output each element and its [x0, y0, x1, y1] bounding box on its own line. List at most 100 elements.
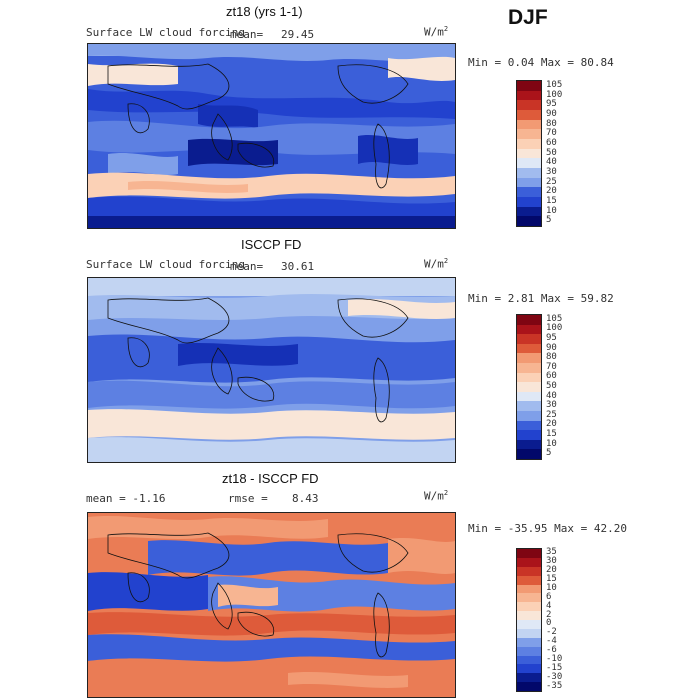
colorbar-swatch: [517, 216, 541, 226]
panel3-title: zt18 - ISCCP FD: [222, 471, 319, 486]
colorbar-swatch: [517, 81, 541, 91]
colorbar-swatch: [517, 109, 541, 120]
colorbar-swatch: [517, 611, 541, 620]
colorbar-swatch: [517, 372, 541, 383]
colorbar-swatch: [517, 315, 541, 325]
colorbar-tick-label: 70: [546, 361, 557, 372]
colorbar-swatch: [517, 90, 541, 101]
colorbar-tick-label: 40: [546, 157, 557, 168]
colorbar-tick-label: 30: [546, 556, 557, 567]
panel2-mean-label: mean=: [230, 260, 264, 273]
colorbar-tick-label: 90: [546, 342, 557, 353]
panel1-map: [87, 43, 456, 229]
panel3-colorbar: [516, 548, 542, 692]
colorbar-swatch: [517, 646, 541, 656]
colorbar-swatch: [517, 382, 541, 392]
colorbar-tick-label: -15: [546, 662, 563, 673]
panel1-map-field: [88, 44, 455, 228]
colorbar-swatch: [517, 637, 541, 647]
colorbar-swatch: [517, 439, 541, 450]
panel2-title: ISCCP FD: [241, 237, 302, 252]
colorbar-tick-label: 15: [546, 195, 557, 206]
colorbar-tick-label: 80: [546, 118, 557, 129]
colorbar-swatch: [517, 420, 541, 431]
panel1-subtitle: Surface LW cloud forcing: [86, 26, 245, 39]
colorbar-swatch: [517, 602, 541, 612]
colorbar-tick-label: 35: [546, 547, 557, 558]
colorbar-tick-label: 50: [546, 147, 557, 158]
colorbar-swatch: [517, 343, 541, 354]
colorbar-tick-label: 6: [546, 591, 552, 602]
panel1-colorbar: [516, 80, 542, 227]
panel1-unit: W/m2: [424, 25, 449, 39]
colorbar-tick-label: 15: [546, 429, 557, 439]
colorbar-tick-label: 100: [546, 323, 563, 334]
panel2-minmax: Min = 2.81 Max = 59.82: [468, 292, 614, 305]
colorbar-tick-label: 20: [546, 565, 557, 576]
colorbar-tick-label: -6: [546, 645, 557, 656]
colorbar-swatch: [517, 334, 541, 344]
colorbar-tick-label: 30: [546, 166, 557, 177]
panel2-unit: W/m2: [424, 257, 449, 271]
panel3-map: [87, 512, 456, 698]
colorbar-tick-label: 25: [546, 409, 557, 420]
colorbar-tick-label: 20: [546, 186, 557, 197]
colorbar-swatch: [517, 593, 541, 603]
panel2-map-field: [88, 278, 455, 462]
colorbar-swatch: [517, 196, 541, 207]
panel1-minmax: Min = 0.04 Max = 80.84: [468, 56, 614, 69]
colorbar-tick-label: 90: [546, 108, 557, 119]
colorbar-swatch: [517, 664, 541, 674]
panel3-subtitle: mean = -1.16: [86, 492, 166, 505]
panel1-title: zt18 (yrs 1-1): [226, 4, 303, 19]
colorbar-swatch: [517, 353, 541, 363]
colorbar-swatch: [517, 557, 541, 567]
colorbar-swatch: [517, 682, 541, 691]
panel1-mean-label: mean=: [230, 28, 264, 41]
colorbar-tick-label: 2: [546, 609, 552, 620]
colorbar-tick-label: 100: [546, 89, 563, 100]
colorbar-tick-label: 10: [546, 205, 557, 216]
panel3-minmax: Min = -35.95 Max = 42.20: [468, 522, 627, 535]
panel3-unit: W/m2: [424, 489, 449, 503]
colorbar-swatch: [517, 391, 541, 402]
colorbar-tick-label: 0: [546, 618, 552, 629]
colorbar-tick-label: 105: [546, 313, 563, 324]
season-label: DJF: [508, 6, 548, 29]
colorbar-swatch: [517, 158, 541, 168]
panel2-map: [87, 277, 456, 463]
colorbar-tick-label: 5: [546, 215, 552, 226]
colorbar-swatch: [517, 401, 541, 411]
colorbar-tick-label: 5: [546, 448, 552, 459]
panel3-map-field: [88, 513, 455, 697]
panel3-rmse-label: rmse =: [228, 492, 268, 505]
panel1-mean-value: 29.45: [281, 28, 315, 41]
colorbar-tick-label: 95: [546, 333, 557, 343]
colorbar-swatch: [517, 549, 541, 558]
colorbar-tick-label: 95: [546, 99, 557, 110]
colorbar-swatch: [517, 655, 541, 665]
colorbar-swatch: [517, 575, 541, 585]
colorbar-tick-label: 25: [546, 176, 557, 187]
colorbar-swatch: [517, 324, 541, 335]
colorbar-tick-label: 80: [546, 352, 557, 363]
colorbar-tick-label: 4: [546, 600, 552, 611]
colorbar-tick-label: -10: [546, 653, 563, 664]
colorbar-swatch: [517, 362, 541, 373]
colorbar-swatch: [517, 620, 541, 629]
colorbar-swatch: [517, 430, 541, 440]
colorbar-swatch: [517, 449, 541, 459]
colorbar-swatch: [517, 410, 541, 421]
colorbar-tick-label: 105: [546, 79, 563, 90]
colorbar-swatch: [517, 129, 541, 139]
colorbar-tick-label: 20: [546, 419, 557, 430]
colorbar-swatch: [517, 673, 541, 683]
colorbar-swatch: [517, 138, 541, 149]
colorbar-tick-label: 30: [546, 400, 557, 411]
colorbar-tick-label: -35: [546, 680, 563, 691]
colorbar-tick-label: 60: [546, 137, 557, 148]
colorbar-swatch: [517, 148, 541, 159]
colorbar-tick-label: 10: [546, 438, 557, 449]
colorbar-tick-label: 10: [546, 582, 557, 593]
colorbar-tick-label: 50: [546, 381, 557, 391]
